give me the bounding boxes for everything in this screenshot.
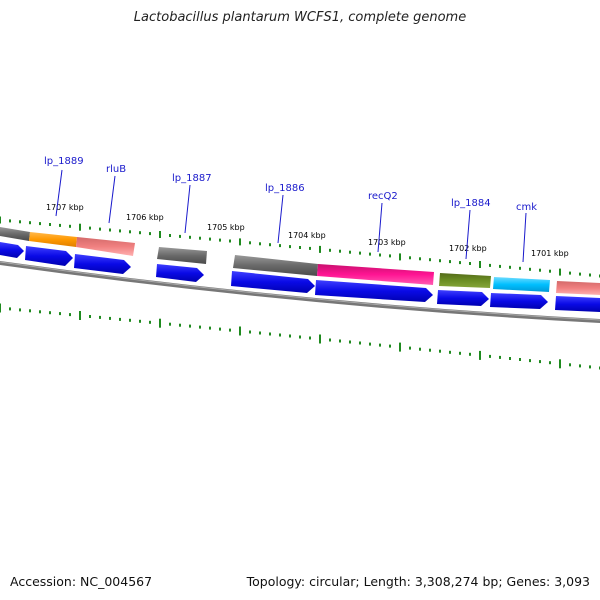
kbp-label: 1705 kbp [207, 223, 245, 232]
cds-arrow [490, 293, 548, 309]
gene-label-cmk[interactable]: cmk [516, 202, 537, 213]
gene-label-rluB[interactable]: rluB [106, 164, 126, 175]
kbp-label: 1706 kbp [126, 213, 164, 222]
cds-arrow [555, 296, 600, 312]
gene-leader-lines [55, 169, 527, 263]
gene-bar-magenta [317, 264, 434, 285]
gene-label-lp_1886[interactable]: lp_1886 [265, 183, 305, 194]
cds-arrow [25, 246, 73, 266]
kbp-label: 1704 kbp [288, 231, 326, 240]
gene-labels: lp_1889 rluB lp_1887 lp_1886 recQ2 lp_18… [44, 156, 537, 213]
kbp-label: 1701 kbp [531, 249, 569, 258]
map-title: Lactobacillus plantarum WCFS1, complete … [133, 10, 467, 25]
gene-label-lp_1889[interactable]: lp_1889 [44, 156, 84, 167]
kbp-label: 1702 kbp [449, 244, 487, 253]
gene-bar-gray [233, 255, 318, 276]
cds-arrow [437, 290, 489, 306]
leader-line [277, 194, 284, 244]
tick-marks-lower [0, 303, 600, 370]
genome-backbone [0, 261, 600, 323]
gene-bar-salmon [556, 281, 600, 295]
leader-line [522, 212, 527, 263]
kbp-label: 1703 kbp [368, 238, 406, 247]
gene-bar-gray [157, 247, 207, 264]
cds-track [0, 242, 600, 312]
gene-bar-orange [29, 232, 77, 247]
cds-arrow [74, 254, 131, 274]
gene-bar-salmon [76, 237, 135, 256]
leader-line [184, 184, 191, 234]
genome-summary-text: Topology: circular; Length: 3,308,274 bp… [246, 574, 590, 589]
cds-arrow [231, 271, 315, 293]
gene-bar-cyan [493, 277, 550, 292]
leader-line [55, 169, 63, 217]
cds-arrow [156, 264, 204, 282]
gene-label-lp_1884[interactable]: lp_1884 [451, 198, 491, 209]
gene-label-recQ2[interactable]: recQ2 [368, 191, 398, 202]
leader-line [108, 175, 116, 224]
cds-arrow [0, 242, 24, 258]
accession-text: Accession: NC_004567 [10, 574, 153, 589]
kbp-label: 1707 kbp [46, 203, 84, 212]
leader-line [377, 202, 383, 253]
genome-backbone-highlight [0, 261, 600, 321]
tick-marks-upper [0, 216, 600, 278]
leader-line [465, 209, 471, 260]
feature-track-upper [0, 227, 600, 295]
gene-bar-olive [439, 273, 491, 288]
gene-bar-gray [0, 227, 30, 241]
cds-arrow [315, 280, 433, 302]
kbp-labels: 1707 kbp 1706 kbp 1705 kbp 1704 kbp 1703… [46, 203, 569, 258]
gene-label-lp_1887[interactable]: lp_1887 [172, 173, 212, 184]
